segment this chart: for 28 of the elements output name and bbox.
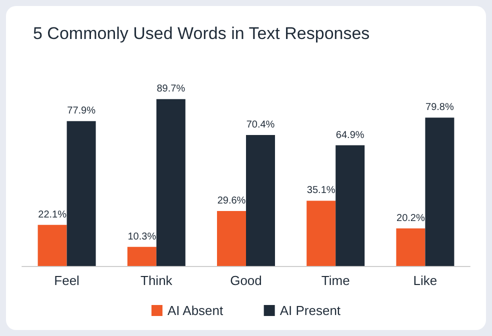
bar: [156, 99, 186, 266]
data-label: 29.6%: [217, 195, 246, 206]
legend-label: AI Present: [280, 303, 341, 318]
bar: [217, 210, 246, 266]
data-label: 22.1%: [38, 209, 67, 220]
data-label: 70.4%: [246, 120, 275, 131]
data-label: 20.2%: [396, 212, 425, 224]
bar: [306, 200, 336, 266]
data-label: 89.7%: [156, 84, 186, 95]
bar: [246, 135, 275, 266]
x-tick-label: Feel: [54, 273, 80, 288]
data-label: 64.9%: [336, 130, 364, 141]
legend-label: AI Absent: [167, 303, 224, 318]
data-label: 79.8%: [426, 102, 454, 114]
x-tick-label: Think: [140, 273, 173, 288]
x-tick-label: Like: [413, 273, 438, 288]
bar: [336, 145, 365, 266]
x-tick-label: Good: [230, 273, 262, 288]
bar: [425, 118, 454, 266]
data-label: 35.1%: [306, 185, 336, 196]
bar: [38, 224, 67, 266]
chart-title: 5 Commonly Used Words in Text Responses: [33, 24, 370, 43]
bar: [127, 246, 156, 266]
bar: [66, 121, 96, 266]
x-tick-label: Time: [321, 273, 350, 288]
bar: [396, 228, 426, 266]
data-label: 77.9%: [67, 106, 96, 117]
data-label: 10.3%: [128, 231, 156, 242]
